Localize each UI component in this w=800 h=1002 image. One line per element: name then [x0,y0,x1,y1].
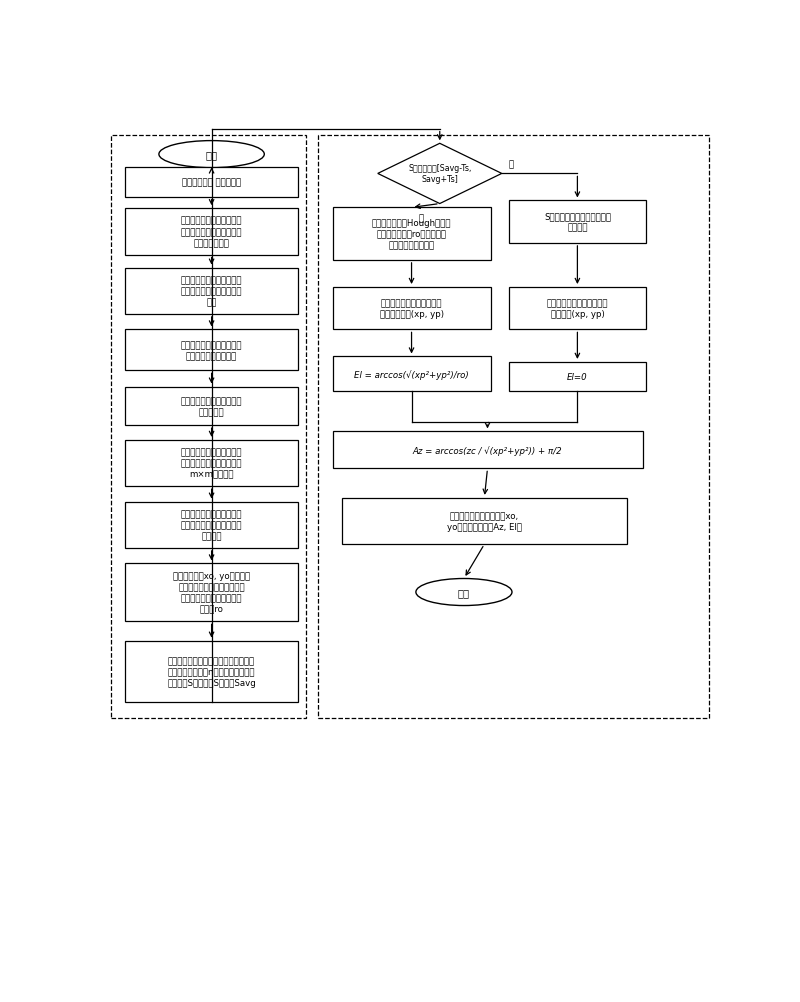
Text: S中各点均在[Savg-Ts,
Savg+Ts]: S中各点均在[Savg-Ts, Savg+Ts] [408,164,471,184]
Text: 局部阈值法对灰度图像再做
一次二值化，确定精确的卵
细胞区域: 局部阈值法对灰度图像再做 一次二值化，确定精确的卵 细胞区域 [181,510,242,541]
FancyBboxPatch shape [125,209,298,256]
Text: 是: 是 [418,213,424,222]
FancyBboxPatch shape [125,269,298,315]
FancyBboxPatch shape [125,641,298,702]
FancyBboxPatch shape [510,363,646,392]
Text: 否: 否 [509,160,514,169]
FancyBboxPatch shape [125,441,298,487]
Text: 依次把卵细区域的轮廓上各
像素点作为中心，建立一个
m×m的小邻域: 依次把卵细区域的轮廓上各 像素点作为中心，建立一个 m×m的小邻域 [181,448,242,479]
FancyBboxPatch shape [510,288,646,330]
FancyBboxPatch shape [125,330,298,371]
Ellipse shape [159,141,264,168]
Text: 进行形态学的操作，去掉小
面积的区域，填充各区域的
孔洞: 进行形态学的操作，去掉小 面积的区域，填充各区域的 孔洞 [181,276,242,307]
FancyBboxPatch shape [333,357,490,392]
FancyBboxPatch shape [125,502,298,548]
Text: Az = arccos(zc / √(xp²+yp²)) + π/2: Az = arccos(zc / √(xp²+yp²)) + π/2 [413,446,562,455]
FancyBboxPatch shape [333,208,490,261]
Text: S中的最大值的像素坐标即精
体的位置: S中的最大值的像素坐标即精 体的位置 [544,212,611,232]
Text: El = arccos(√(xp²+yp²)/ro): El = arccos(√(xp²+yp²)/ro) [354,370,469,380]
Text: 根据灰度和面积参数识别出
卵细胞区域: 根据灰度和面积参数识别出 卵细胞区域 [181,397,242,417]
FancyBboxPatch shape [333,288,490,330]
Text: 依次消卵细区域轮廓的各像素点，作该
区域的中心方向取n个像素点求均值，
形成序列S，求序列S的均值Savg: 依次消卵细区域轮廓的各像素点，作该 区域的中心方向取n个像素点求均值， 形成序列… [167,656,256,687]
FancyBboxPatch shape [125,168,298,197]
FancyBboxPatch shape [510,201,646,243]
Text: 自适应阈值法 二值化图像: 自适应阈值法 二值化图像 [182,178,241,187]
Ellipse shape [416,579,512,606]
Text: 把精体的图像坐标映射到卵
细胞坐标(xp, yp): 把精体的图像坐标映射到卵 细胞坐标(xp, yp) [546,299,608,319]
FancyBboxPatch shape [125,387,298,426]
FancyBboxPatch shape [125,564,298,621]
Text: 结束: 结束 [458,587,470,597]
Text: 求取各连通区域轮廓围成的
区域的灰度和面积参量: 求取各连通区域轮廓围成的 区域的灰度和面积参量 [181,341,242,361]
Text: 开始: 开始 [206,150,218,160]
Text: 根据已识别出的微吸附针和
微吸附针的位置将相应的区
域作为背景区域: 根据已识别出的微吸附针和 微吸附针的位置将相应的区 域作为背景区域 [181,216,242,247]
Text: 把精体的图像坐标映射到卵
细胞局部坐标(xp, yp): 把精体的图像坐标映射到卵 细胞局部坐标(xp, yp) [379,299,443,319]
FancyBboxPatch shape [342,498,627,545]
Polygon shape [378,144,502,204]
Text: El=0: El=0 [567,373,588,382]
Text: 以区域中心（xo, yo）为原点
建立卵细胞局部直角坐标系，
把区域的平均半径作为卵细
胞半径ro: 以区域中心（xo, yo）为原点 建立卵细胞局部直角坐标系， 把区域的平均半径作… [173,572,250,614]
Text: 输出卵细胞的位置坐标（xo,
yo），姿态坐标（Az, El）: 输出卵细胞的位置坐标（xo, yo），姿态坐标（Az, El） [447,511,522,531]
Text: 卵细区域内部用Hough圆检测
方法检测半径为ro的圆，圆心
位置即为精体的位置: 卵细区域内部用Hough圆检测 方法检测半径为ro的圆，圆心 位置即为精体的位置 [372,218,451,250]
FancyBboxPatch shape [333,432,642,469]
